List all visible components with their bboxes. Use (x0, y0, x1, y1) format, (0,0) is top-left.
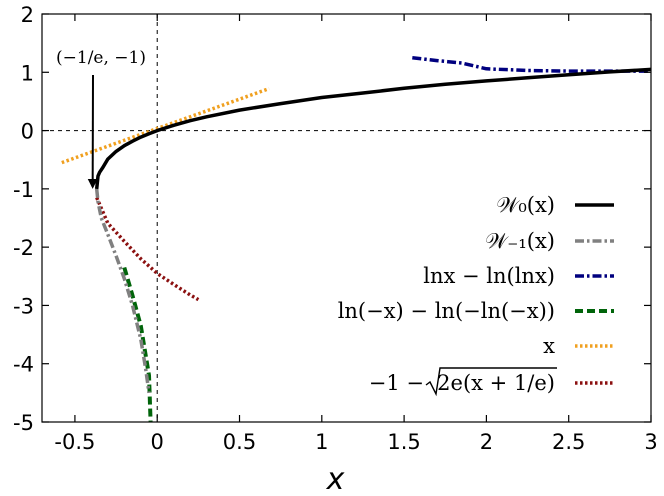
x-axis-label: x (326, 462, 345, 496)
legend-radicand: 2e(x + 1/e) (437, 371, 555, 395)
series-line-4 (61, 86, 270, 165)
series-line-2 (412, 55, 651, 73)
x-tick-label: 3 (644, 430, 657, 454)
x-tick-label: 1 (315, 430, 328, 454)
series-line-1 (94, 188, 151, 394)
y-tick-label: -4 (13, 353, 34, 377)
legend-label-2: lnx − ln(lnx) (423, 264, 555, 288)
series-line-5 (95, 196, 200, 302)
annotation-text: (−1/e, −1) (56, 48, 146, 68)
y-tick-label: 2 (21, 3, 34, 27)
legend-label-0: 𝒲₀(x) (496, 193, 555, 217)
x-tick-label: 0.5 (223, 430, 256, 454)
x-tick-label: 1.5 (387, 430, 420, 454)
y-tick-label: -3 (13, 294, 34, 318)
x-tick-label: 0 (151, 430, 164, 454)
x-tick-label: 2 (480, 430, 493, 454)
plot-area-frame (41, 13, 652, 423)
series-line-0 (94, 67, 652, 190)
legend-entry-sqrt: 2e(x + 1/e) −1 − (369, 367, 557, 397)
legend-prefix: −1 − (369, 371, 424, 395)
y-tick-label: -2 (13, 236, 34, 260)
legend-label-3: ln(−x) − ln(−ln(−x)) (338, 299, 555, 323)
y-tick-label: -1 (13, 178, 34, 202)
legend-label-1: 𝒲₋₁(x) (485, 229, 555, 253)
x-tick-label: -0.5 (54, 430, 95, 454)
x-tick-label: 2.5 (552, 430, 585, 454)
y-tick-label: 0 (21, 120, 34, 144)
sqrt-sign (425, 367, 557, 397)
series-line-3 (122, 266, 153, 423)
y-tick-label: 1 (21, 61, 34, 85)
y-tick-label: -5 (13, 411, 34, 435)
legend-label-4: x (543, 334, 555, 358)
